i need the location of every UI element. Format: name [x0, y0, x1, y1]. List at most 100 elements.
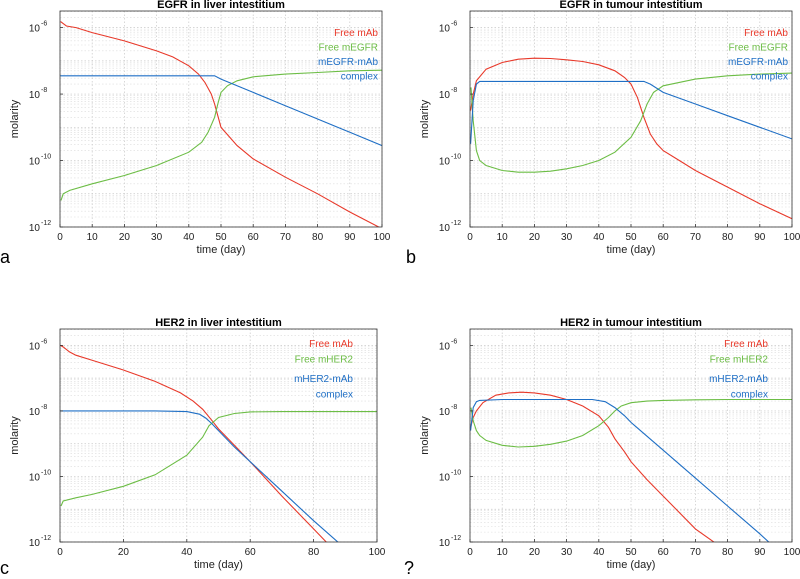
y-tick-exponent: -12 [41, 535, 51, 542]
series-line-free-receptor [470, 72, 792, 173]
x-tick-label: 0 [467, 232, 473, 243]
y-tick-exponent: -6 [41, 338, 47, 345]
y-tick-exponent: -12 [451, 535, 461, 542]
x-tick-label: 70 [690, 232, 702, 243]
legend-entry: mHER2-mAb [709, 374, 768, 385]
x-tick-label: 40 [593, 232, 605, 243]
legend-entry: Free mAb [744, 28, 788, 39]
series-line-complex [60, 410, 339, 542]
legend-entry: Free mEGFR [729, 43, 788, 54]
axes-box [59, 328, 378, 543]
chart-panel-3: 0 10 20 30 40 50 60 70 80 90 10010-610-810-1010-12… [404, 317, 800, 578]
x-tick-label: 100 [784, 547, 800, 558]
y-tick-exponent: -8 [451, 87, 457, 94]
x-tick-label: 90 [754, 232, 766, 243]
series-line-free-receptor [60, 411, 377, 507]
y-tick-base: 10 [439, 24, 451, 35]
panel-label: a [0, 247, 11, 267]
series-line-free-mab [60, 21, 380, 227]
legend-entry: complex [341, 72, 378, 83]
legend-entry: complex [316, 390, 353, 401]
series-line-free-receptor [60, 69, 382, 201]
y-tick-exponent: -6 [451, 21, 457, 28]
x-tick-label: 0 [467, 547, 473, 558]
x-tick-label: 40 [183, 232, 195, 243]
x-tick-label: 10 [497, 232, 509, 243]
y-tick-base: 10 [439, 407, 451, 418]
x-tick-label: 80 [312, 232, 324, 243]
chart-title: HER2 in tumour intestitium [560, 317, 702, 329]
y-tick-exponent: -6 [451, 338, 457, 345]
x-tick-label: 50 [625, 232, 637, 243]
y-tick-exponent: -6 [41, 21, 47, 28]
legend-entry: mHER2-mAb [294, 374, 353, 385]
y-tick-exponent: -8 [41, 87, 47, 94]
y-tick-exponent: -12 [451, 220, 461, 227]
x-tick-label: 20 [119, 232, 131, 243]
x-tick-label: 100 [374, 232, 391, 243]
legend-entry: Free mAb [309, 339, 353, 350]
legend-entry: Free mHER2 [710, 355, 769, 366]
y-axis-label: molarity [9, 416, 21, 455]
chart-title: EGFR in liver intestitium [157, 0, 285, 11]
x-axis-label: time (day) [607, 244, 656, 256]
x-tick-label: 50 [215, 232, 227, 243]
x-tick-label: 60 [245, 547, 257, 558]
y-axis-label: molarity [419, 416, 431, 455]
y-tick-base: 10 [439, 157, 451, 168]
x-tick-label: 70 [280, 232, 292, 243]
y-tick-base: 10 [439, 341, 451, 352]
x-tick-label: 30 [151, 232, 163, 243]
x-tick-label: 60 [658, 232, 670, 243]
y-axis-label: molarity [419, 99, 431, 138]
series-line-complex [470, 80, 792, 144]
x-axis-label: time (day) [194, 559, 243, 571]
chart-title: HER2 in liver intestitium [155, 317, 282, 329]
y-tick-base: 10 [439, 538, 451, 549]
x-tick-label: 100 [369, 547, 386, 558]
legend-entry: complex [751, 72, 788, 83]
series-line-free-mab [470, 57, 792, 220]
chart-panel-0: 0 10 20 30 40 50 60 70 80 90 10010-610-810-1010-12… [0, 0, 391, 267]
legend-entry: mEGFR-mAb [728, 57, 788, 68]
x-tick-label: 90 [754, 547, 766, 558]
y-tick-base: 10 [29, 472, 41, 483]
x-axis-label: time (day) [197, 244, 246, 256]
y-tick-base: 10 [29, 157, 41, 168]
x-tick-label: 100 [784, 232, 800, 243]
legend-entry: mEGFR-mAb [318, 57, 378, 68]
y-tick-exponent: -10 [451, 469, 461, 476]
x-tick-label: 50 [625, 547, 637, 558]
series-line-complex [60, 75, 382, 147]
x-tick-label: 20 [529, 547, 541, 558]
panel-label: b [406, 247, 416, 267]
x-tick-label: 10 [497, 547, 509, 558]
x-axis-label: time (day) [607, 559, 656, 571]
y-tick-exponent: -10 [41, 469, 51, 476]
x-tick-label: 30 [561, 547, 573, 558]
y-tick-base: 10 [29, 341, 41, 352]
y-tick-base: 10 [439, 223, 451, 234]
y-tick-exponent: -10 [451, 154, 461, 161]
legend-entry: Free mAb [724, 339, 768, 350]
series-line-free-receptor [470, 398, 792, 448]
x-tick-label: 20 [529, 232, 541, 243]
chart-panel-1: 0 10 20 30 40 50 60 70 80 90 10010-610-810-1010-12… [406, 0, 800, 267]
x-tick-label: 60 [658, 547, 670, 558]
x-tick-label: 30 [561, 232, 573, 243]
y-tick-base: 10 [439, 472, 451, 483]
y-tick-base: 10 [29, 407, 41, 418]
x-tick-label: 70 [690, 547, 702, 558]
x-tick-label: 60 [248, 232, 260, 243]
y-tick-base: 10 [29, 223, 41, 234]
x-tick-label: 80 [308, 547, 320, 558]
y-tick-exponent: -8 [41, 404, 47, 411]
x-tick-label: 40 [593, 547, 605, 558]
series-line-complex [470, 398, 770, 542]
y-tick-base: 10 [29, 538, 41, 549]
y-tick-base: 10 [29, 24, 41, 35]
y-tick-base: 10 [439, 90, 451, 101]
